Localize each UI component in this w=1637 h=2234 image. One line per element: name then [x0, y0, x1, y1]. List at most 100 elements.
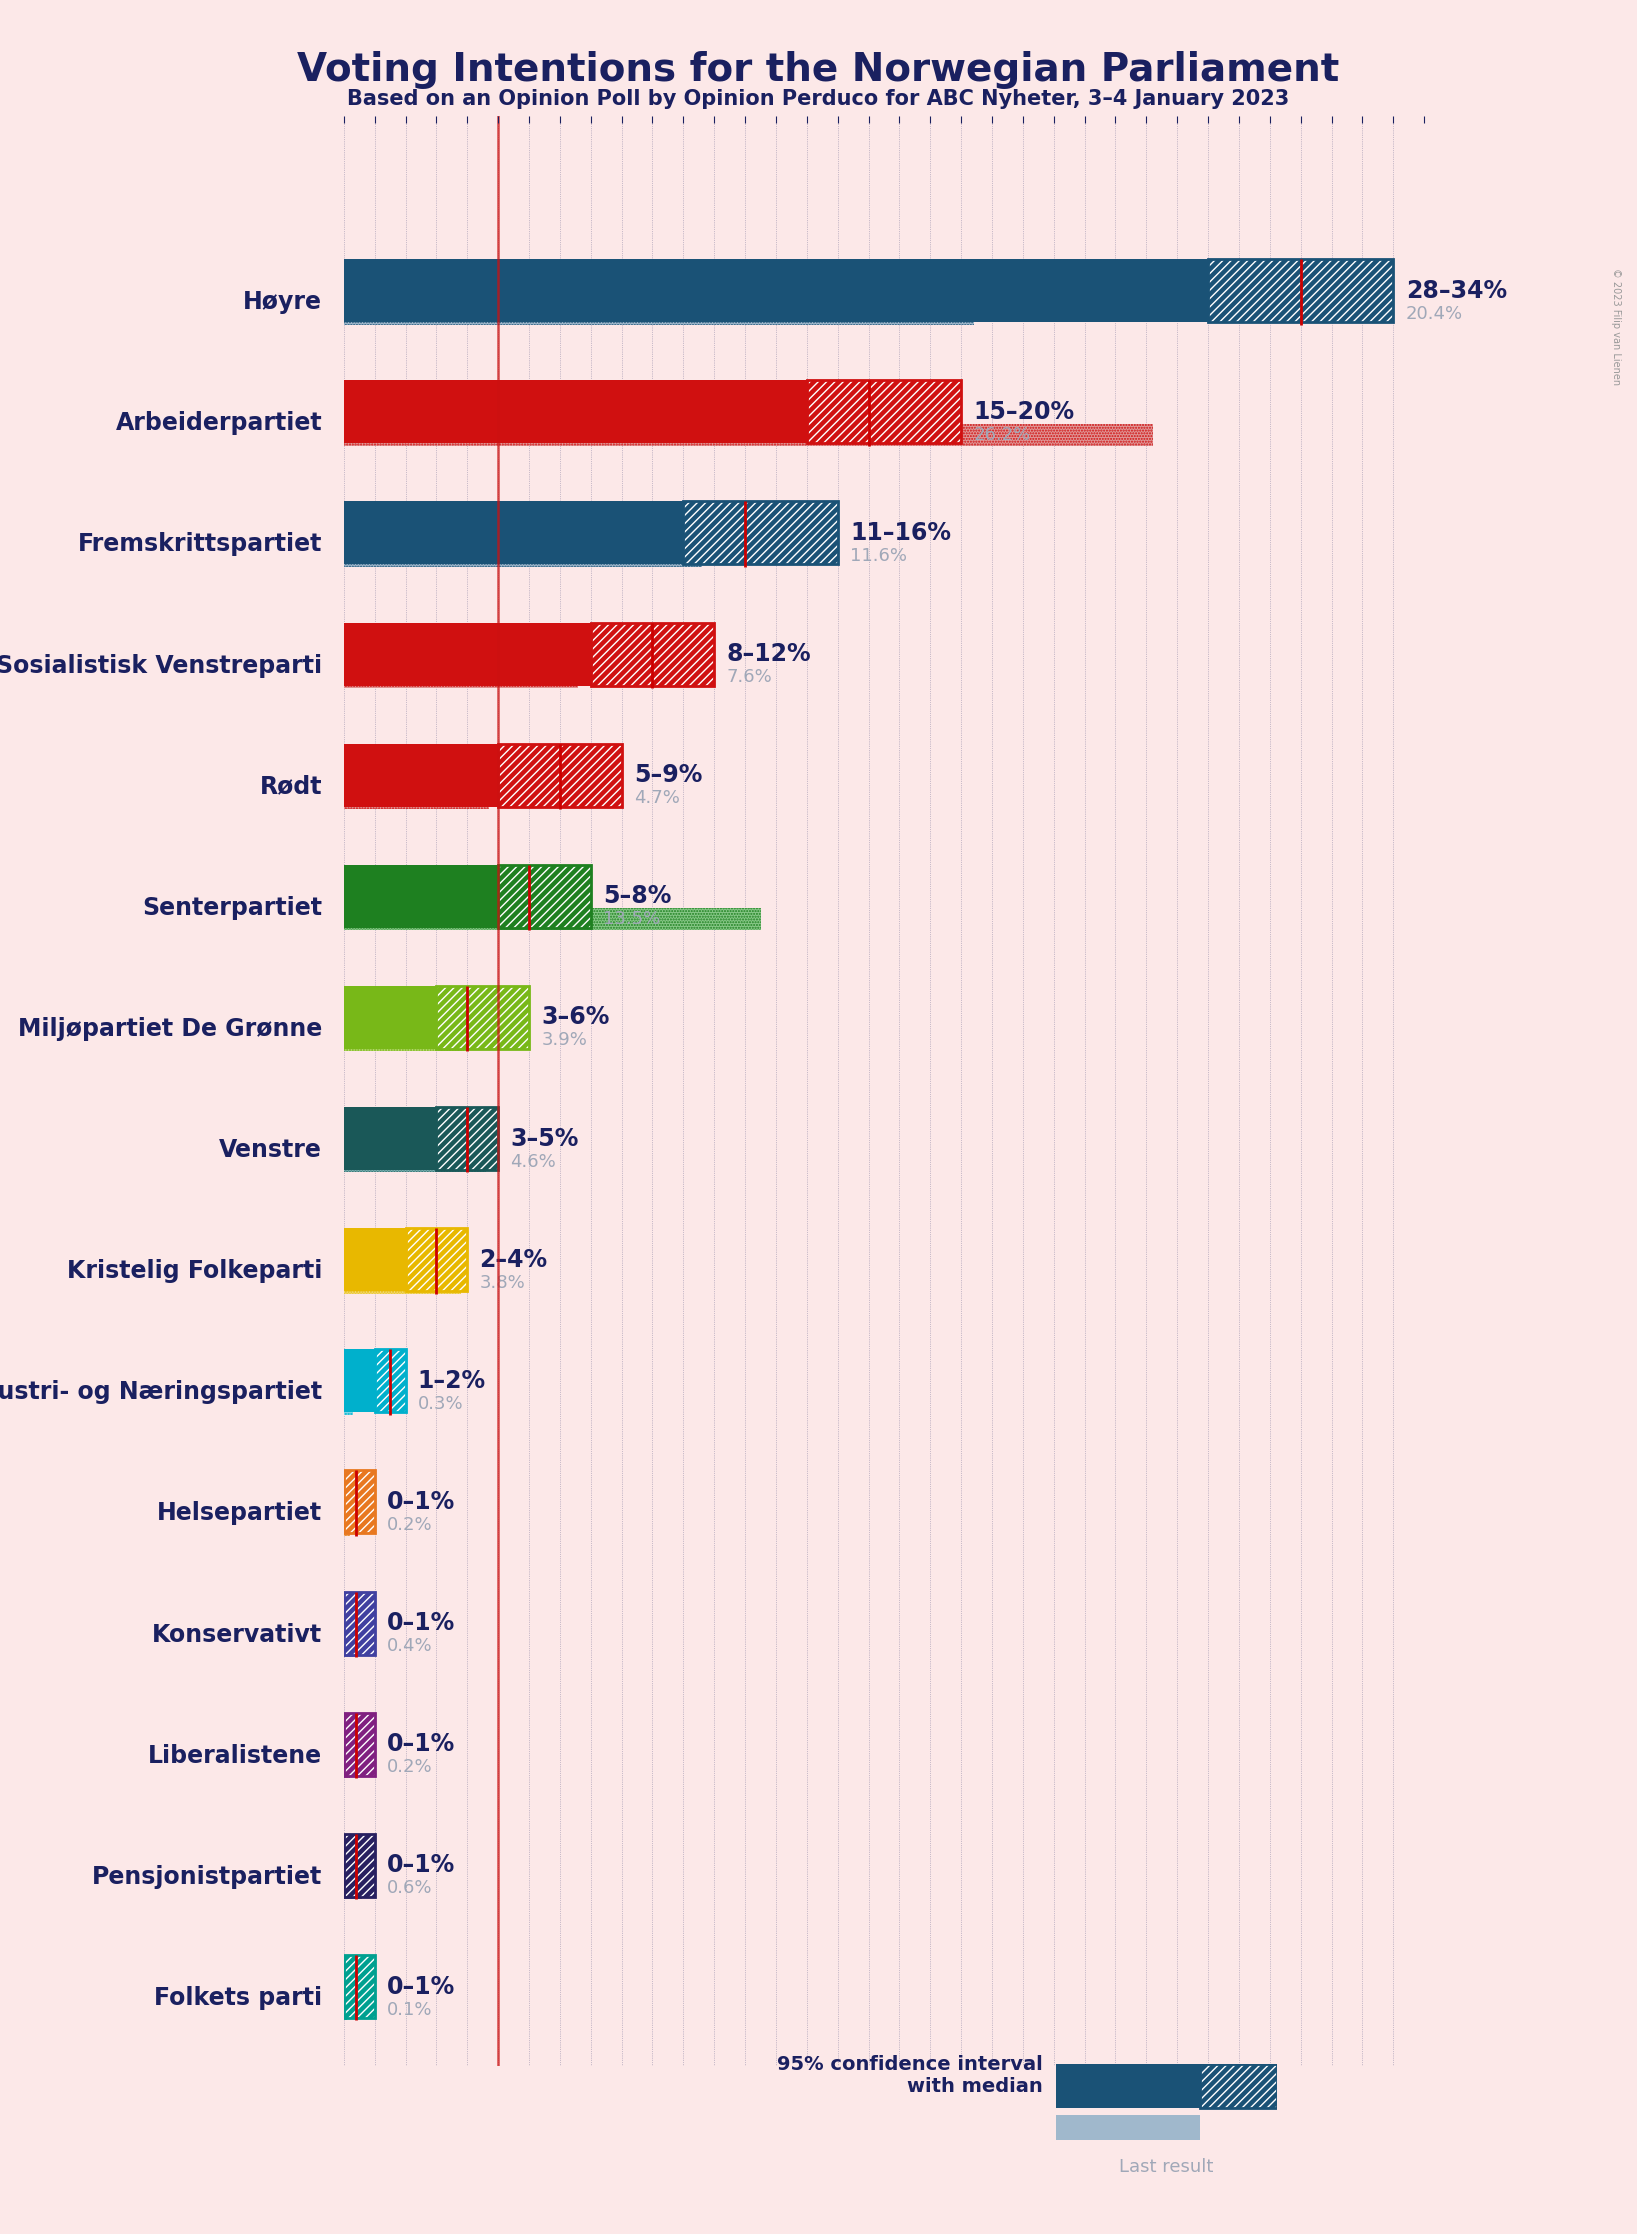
- Text: 4.7%: 4.7%: [634, 789, 679, 806]
- Text: 0.2%: 0.2%: [386, 1758, 432, 1776]
- Bar: [437, 985, 529, 1050]
- Bar: [344, 1394, 354, 1414]
- Bar: [344, 304, 974, 324]
- Text: Last result: Last result: [1120, 2158, 1213, 2176]
- Text: Venstre: Venstre: [219, 1137, 322, 1162]
- Bar: [437, 1108, 498, 1171]
- Bar: [591, 623, 714, 686]
- Bar: [344, 1834, 375, 1897]
- Bar: [344, 1030, 465, 1052]
- Bar: [344, 1470, 375, 1533]
- Bar: [344, 304, 974, 324]
- Text: Konservativt: Konservativt: [152, 1622, 322, 1646]
- Bar: [1056, 2116, 1200, 2140]
- Text: Based on an Opinion Poll by Opinion Perduco for ABC Nyheter, 3–4 January 2023: Based on an Opinion Poll by Opinion Perd…: [347, 89, 1290, 109]
- Bar: [498, 744, 622, 806]
- Bar: [344, 1151, 486, 1173]
- Bar: [437, 985, 529, 1050]
- Text: 15–20%: 15–20%: [974, 400, 1074, 424]
- Bar: [344, 1834, 375, 1897]
- Text: 1–2%: 1–2%: [417, 1369, 486, 1392]
- Bar: [344, 666, 578, 688]
- Bar: [344, 1515, 350, 1537]
- Bar: [344, 1271, 462, 1293]
- Bar: [344, 545, 702, 567]
- Bar: [498, 865, 591, 927]
- Text: 0.4%: 0.4%: [386, 1638, 432, 1655]
- Bar: [344, 1713, 375, 1776]
- Bar: [344, 1591, 375, 1655]
- Bar: [683, 500, 838, 565]
- Bar: [344, 1955, 375, 2017]
- Text: 0–1%: 0–1%: [386, 1731, 455, 1756]
- Text: 11.6%: 11.6%: [850, 547, 907, 565]
- Text: Liberalistene: Liberalistene: [147, 1745, 322, 1767]
- Bar: [344, 1108, 437, 1171]
- Bar: [1200, 2064, 1277, 2109]
- Bar: [344, 1515, 350, 1537]
- Bar: [344, 786, 489, 809]
- Bar: [344, 1877, 362, 1899]
- Text: Pensjonistpartiet: Pensjonistpartiet: [92, 1865, 322, 1890]
- Bar: [375, 1349, 406, 1412]
- Bar: [498, 744, 622, 806]
- Bar: [344, 1999, 347, 2020]
- Text: 5–9%: 5–9%: [634, 764, 702, 786]
- Text: 0.1%: 0.1%: [386, 1999, 432, 2020]
- Bar: [344, 1713, 375, 1776]
- Text: Kristelig Folkeparti: Kristelig Folkeparti: [67, 1260, 322, 1282]
- Bar: [344, 1999, 347, 2020]
- Bar: [1208, 259, 1393, 322]
- Bar: [344, 985, 437, 1050]
- Text: Høyre: Høyre: [244, 290, 322, 315]
- Text: 3.9%: 3.9%: [542, 1032, 588, 1050]
- Text: Industri- og Næringspartiet: Industri- og Næringspartiet: [0, 1381, 322, 1405]
- Text: 26.2%: 26.2%: [974, 427, 1031, 445]
- Bar: [807, 380, 961, 442]
- Bar: [1056, 2064, 1200, 2109]
- Bar: [344, 1756, 350, 1778]
- Bar: [1208, 259, 1393, 322]
- Bar: [344, 744, 498, 806]
- Text: Folkets parti: Folkets parti: [154, 1986, 322, 2011]
- Text: Arbeiderpartiet: Arbeiderpartiet: [116, 411, 322, 436]
- Bar: [344, 666, 578, 688]
- Bar: [344, 909, 761, 929]
- Text: 5–8%: 5–8%: [602, 885, 671, 909]
- Text: 0–1%: 0–1%: [386, 1975, 455, 1999]
- Bar: [344, 1591, 375, 1655]
- Text: Voting Intentions for the Norwegian Parliament: Voting Intentions for the Norwegian Parl…: [298, 51, 1339, 89]
- Bar: [344, 786, 489, 809]
- Text: 3–5%: 3–5%: [511, 1126, 579, 1151]
- Text: Senterpartiet: Senterpartiet: [142, 896, 322, 920]
- Bar: [344, 380, 807, 442]
- Bar: [683, 500, 838, 565]
- Text: 4.6%: 4.6%: [511, 1153, 557, 1171]
- Text: Miljøpartiet De Grønne: Miljøpartiet De Grønne: [18, 1016, 322, 1041]
- Text: 0.6%: 0.6%: [386, 1879, 432, 1897]
- Bar: [406, 1229, 467, 1291]
- Bar: [498, 865, 591, 927]
- Text: Helsepartiet: Helsepartiet: [157, 1501, 322, 1526]
- Bar: [344, 259, 1208, 322]
- Bar: [344, 909, 761, 929]
- Text: Rødt: Rødt: [260, 775, 322, 798]
- Bar: [344, 865, 498, 927]
- Bar: [344, 1635, 357, 1658]
- Bar: [344, 545, 702, 567]
- Text: Fremskrittspartiet: Fremskrittspartiet: [79, 532, 322, 556]
- Text: 13.5%: 13.5%: [602, 909, 660, 929]
- Bar: [344, 1349, 375, 1412]
- Bar: [344, 623, 591, 686]
- Text: 95% confidence interval
with median: 95% confidence interval with median: [778, 2055, 1043, 2095]
- Text: 0–1%: 0–1%: [386, 1490, 455, 1515]
- Text: 7.6%: 7.6%: [727, 668, 773, 686]
- Text: 28–34%: 28–34%: [1406, 279, 1506, 302]
- Bar: [344, 1955, 375, 2017]
- Bar: [344, 424, 1152, 445]
- Text: 0.3%: 0.3%: [417, 1394, 463, 1412]
- Text: © 2023 Filip van Lienen: © 2023 Filip van Lienen: [1611, 268, 1621, 384]
- Bar: [1200, 2064, 1277, 2109]
- Text: 3–6%: 3–6%: [542, 1005, 609, 1030]
- Bar: [344, 1394, 354, 1414]
